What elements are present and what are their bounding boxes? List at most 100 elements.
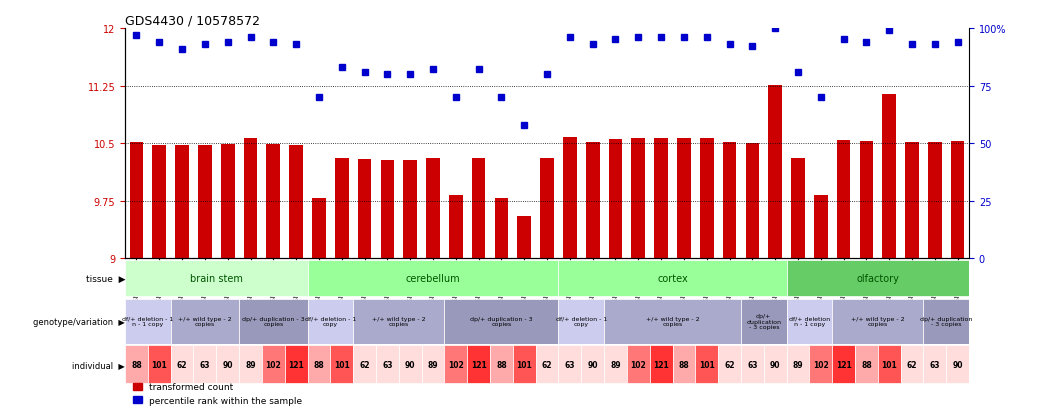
Bar [923, 299, 969, 344]
Text: 121: 121 [471, 360, 487, 369]
Bar [536, 345, 559, 383]
Text: df/+ deletion - 1
copy: df/+ deletion - 1 copy [304, 316, 356, 327]
Bar [152, 145, 166, 259]
Bar [403, 161, 417, 259]
Bar [787, 345, 810, 383]
Bar [905, 142, 919, 259]
Text: 102: 102 [448, 360, 464, 369]
Text: 63: 63 [382, 360, 393, 369]
Text: 102: 102 [630, 360, 646, 369]
Text: tissue  ▶: tissue ▶ [85, 274, 125, 283]
Bar [125, 345, 148, 383]
Bar [513, 345, 536, 383]
Bar [860, 141, 873, 259]
Bar [586, 142, 599, 259]
Bar [467, 345, 490, 383]
Text: GDS4430 / 10578572: GDS4430 / 10578572 [125, 15, 260, 28]
Bar [262, 345, 284, 383]
Bar [928, 142, 942, 259]
Text: 101: 101 [151, 360, 167, 369]
Bar [787, 261, 969, 296]
Text: 90: 90 [222, 360, 233, 369]
Text: 88: 88 [496, 360, 506, 369]
Text: dp/+ duplication - 3
copies: dp/+ duplication - 3 copies [470, 316, 532, 327]
Bar [490, 345, 513, 383]
Legend: transformed count, percentile rank within the sample: transformed count, percentile rank withi… [129, 379, 306, 408]
Bar [244, 139, 257, 259]
Bar [307, 261, 559, 296]
Bar [444, 345, 467, 383]
Bar [175, 146, 189, 259]
Bar [581, 345, 604, 383]
Bar [353, 299, 444, 344]
Bar [563, 138, 576, 259]
Text: df/+ deletion - 1
copy: df/+ deletion - 1 copy [555, 316, 606, 327]
Bar [855, 345, 877, 383]
Bar [654, 139, 668, 259]
Bar [221, 145, 234, 259]
Bar [950, 141, 965, 259]
Text: 121: 121 [653, 360, 669, 369]
Bar [791, 159, 804, 259]
Bar [148, 345, 171, 383]
Bar [764, 345, 787, 383]
Bar [723, 143, 737, 259]
Bar [923, 345, 946, 383]
Bar [444, 299, 559, 344]
Bar [718, 345, 741, 383]
Bar [833, 299, 923, 344]
Text: 90: 90 [405, 360, 416, 369]
Text: 89: 89 [245, 360, 256, 369]
Bar [745, 144, 760, 259]
Text: 90: 90 [770, 360, 780, 369]
Bar [833, 345, 855, 383]
Text: 89: 89 [427, 360, 439, 369]
Bar [334, 158, 349, 259]
Bar [787, 299, 833, 344]
Text: cortex: cortex [658, 273, 688, 283]
Text: 90: 90 [952, 360, 963, 369]
Bar [495, 198, 508, 259]
Text: 63: 63 [747, 360, 758, 369]
Text: 89: 89 [793, 360, 803, 369]
Bar [399, 345, 422, 383]
Bar [518, 216, 531, 259]
Text: 62: 62 [907, 360, 917, 369]
Text: 89: 89 [611, 360, 621, 369]
Text: olfactory: olfactory [857, 273, 899, 283]
Bar [472, 158, 486, 259]
Text: 121: 121 [289, 360, 304, 369]
Bar [290, 145, 303, 259]
Bar [559, 345, 581, 383]
Bar [426, 159, 440, 259]
Bar [540, 159, 554, 259]
Text: df/+ deletion - 1
n - 1 copy: df/+ deletion - 1 n - 1 copy [122, 316, 173, 327]
Bar [631, 139, 645, 259]
Text: brain stem: brain stem [190, 273, 243, 283]
Bar [559, 299, 604, 344]
Bar [198, 145, 212, 259]
Text: dp/+ duplication
- 3 copies: dp/+ duplication - 3 copies [920, 316, 972, 327]
Text: 62: 62 [542, 360, 552, 369]
Bar [267, 145, 280, 259]
Text: 63: 63 [929, 360, 940, 369]
Text: 101: 101 [699, 360, 715, 369]
Text: +/+ wild type - 2
copies: +/+ wild type - 2 copies [372, 316, 425, 327]
Bar [604, 345, 627, 383]
Text: individual  ▶: individual ▶ [72, 360, 125, 369]
Bar [768, 85, 782, 259]
Bar [900, 345, 923, 383]
Bar [604, 299, 741, 344]
Text: 101: 101 [517, 360, 532, 369]
Bar [695, 345, 718, 383]
Text: dp/+
duplication
- 3 copies: dp/+ duplication - 3 copies [746, 313, 782, 330]
Bar [609, 140, 622, 259]
Text: +/+ wild type - 2
copies: +/+ wild type - 2 copies [646, 316, 699, 327]
Bar [129, 142, 144, 259]
Text: genotype/variation  ▶: genotype/variation ▶ [33, 317, 125, 326]
Text: 63: 63 [200, 360, 210, 369]
Text: 101: 101 [333, 360, 350, 369]
Bar [814, 196, 827, 259]
Text: 62: 62 [724, 360, 735, 369]
Bar [741, 345, 764, 383]
